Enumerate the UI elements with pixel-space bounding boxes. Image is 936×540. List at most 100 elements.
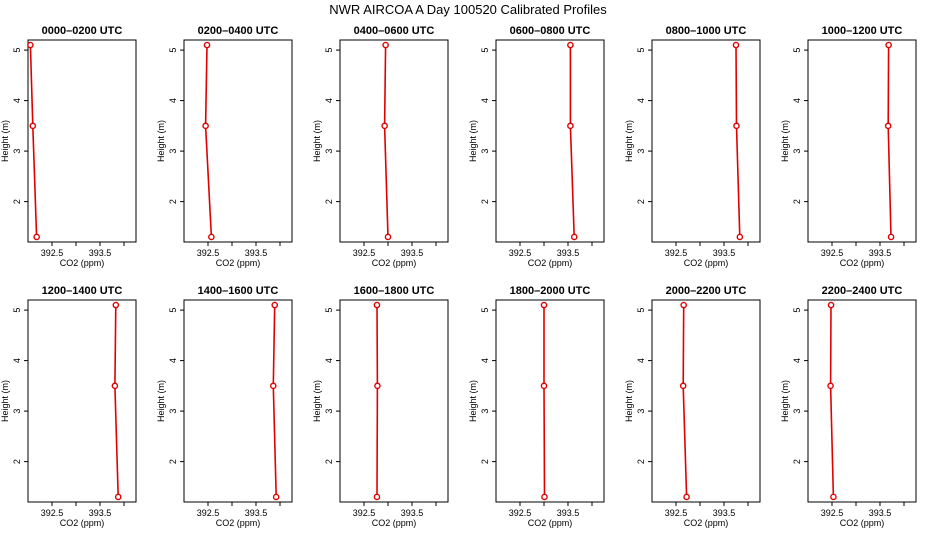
x-tick-label: 393.5 xyxy=(713,508,736,518)
y-tick-label: 2 xyxy=(168,459,178,464)
x-tick-label: 393.5 xyxy=(89,508,112,518)
plot-frame xyxy=(651,299,761,503)
y-tick-label: 3 xyxy=(12,149,22,154)
y-tick-label: 2 xyxy=(480,459,490,464)
data-point xyxy=(540,301,548,309)
x-tick-label: 392.5 xyxy=(197,248,220,258)
data-point xyxy=(29,122,37,130)
plot-frame xyxy=(651,39,761,243)
y-tick-label: 2 xyxy=(168,199,178,204)
data-point xyxy=(374,382,381,390)
data-point xyxy=(679,382,687,390)
y-tick-label: 3 xyxy=(168,149,178,154)
x-tick-label: 392.5 xyxy=(821,508,844,518)
x-tick-label: 392.5 xyxy=(665,248,688,258)
data-point xyxy=(203,41,211,49)
panel-title: 2000–2200 UTC xyxy=(666,285,747,297)
profile-line xyxy=(829,305,835,497)
y-tick-label: 4 xyxy=(480,98,490,103)
x-tick-label: 393.5 xyxy=(401,248,424,258)
x-tick-label: 393.5 xyxy=(245,248,268,258)
y-tick-label: 5 xyxy=(792,48,802,53)
data-point xyxy=(827,382,834,390)
panel-title: 1000–1200 UTC xyxy=(822,25,903,37)
y-axis-label: Height (m) xyxy=(780,380,790,422)
y-tick-label: 5 xyxy=(168,308,178,313)
profile-line xyxy=(29,45,38,237)
data-point xyxy=(27,41,34,49)
plot-frame xyxy=(807,39,917,243)
panel-title: 1800–2000 UTC xyxy=(510,285,591,297)
data-point xyxy=(208,233,215,241)
y-tick-label: 3 xyxy=(636,409,646,414)
x-tick-label: 392.5 xyxy=(353,508,376,518)
y-tick-label: 4 xyxy=(12,358,22,363)
y-tick-label: 5 xyxy=(168,48,178,53)
panel-title: 1400–1600 UTC xyxy=(198,285,279,297)
y-tick-label: 2 xyxy=(480,199,490,204)
x-axis-label: CO2 (ppm) xyxy=(840,518,885,528)
y-tick-label: 4 xyxy=(324,358,334,363)
y-tick-label: 3 xyxy=(636,149,646,154)
panel-title: 1200–1400 UTC xyxy=(42,285,123,297)
y-axis-label: Height (m) xyxy=(624,380,634,422)
x-tick-label: 393.5 xyxy=(557,508,580,518)
x-axis-label: CO2 (ppm) xyxy=(528,258,573,268)
panel-title: 0600–0800 UTC xyxy=(510,25,591,37)
data-point xyxy=(827,301,835,309)
panel-title: 0000–0200 UTC xyxy=(42,25,123,37)
y-tick-label: 5 xyxy=(636,308,646,313)
x-tick-label: 392.5 xyxy=(509,508,532,518)
y-tick-label: 4 xyxy=(12,98,22,103)
y-tick-label: 4 xyxy=(636,358,646,363)
y-axis-label: Height (m) xyxy=(156,120,166,162)
profile-line xyxy=(682,305,688,497)
y-axis-label: Height (m) xyxy=(312,380,322,422)
plot-frame xyxy=(27,299,137,503)
x-axis-label: CO2 (ppm) xyxy=(684,518,729,528)
y-axis-label: Height (m) xyxy=(156,380,166,422)
panel-title: 2200–2400 UTC xyxy=(822,285,903,297)
data-point xyxy=(381,122,388,130)
y-tick-label: 5 xyxy=(792,308,802,313)
profile-line xyxy=(383,45,389,237)
data-point xyxy=(202,122,209,130)
x-tick-label: 393.5 xyxy=(89,248,112,258)
y-axis-label: Height (m) xyxy=(780,120,790,162)
y-tick-label: 2 xyxy=(324,459,334,464)
x-axis-label: CO2 (ppm) xyxy=(372,518,417,528)
y-tick-label: 5 xyxy=(480,308,490,313)
x-axis-label: CO2 (ppm) xyxy=(528,518,573,528)
y-tick-label: 5 xyxy=(324,308,334,313)
plot-frame xyxy=(495,299,605,503)
x-tick-label: 392.5 xyxy=(509,248,532,258)
y-tick-label: 2 xyxy=(792,199,802,204)
y-tick-label: 3 xyxy=(792,409,802,414)
y-tick-label: 2 xyxy=(324,199,334,204)
y-tick-label: 3 xyxy=(792,149,802,154)
profile-line xyxy=(543,305,546,497)
data-point xyxy=(567,41,574,49)
y-tick-label: 2 xyxy=(12,199,22,204)
y-tick-label: 4 xyxy=(168,98,178,103)
data-point xyxy=(884,122,892,130)
data-point xyxy=(540,382,548,390)
y-tick-label: 3 xyxy=(480,409,490,414)
profile-line xyxy=(887,45,892,237)
x-tick-label: 392.5 xyxy=(197,508,220,518)
profile-line xyxy=(735,45,741,237)
data-point xyxy=(683,493,690,501)
y-tick-label: 2 xyxy=(792,459,802,464)
x-axis-label: CO2 (ppm) xyxy=(372,258,417,268)
x-tick-label: 392.5 xyxy=(353,248,376,258)
plot-frame xyxy=(339,39,449,243)
data-point xyxy=(382,41,389,49)
